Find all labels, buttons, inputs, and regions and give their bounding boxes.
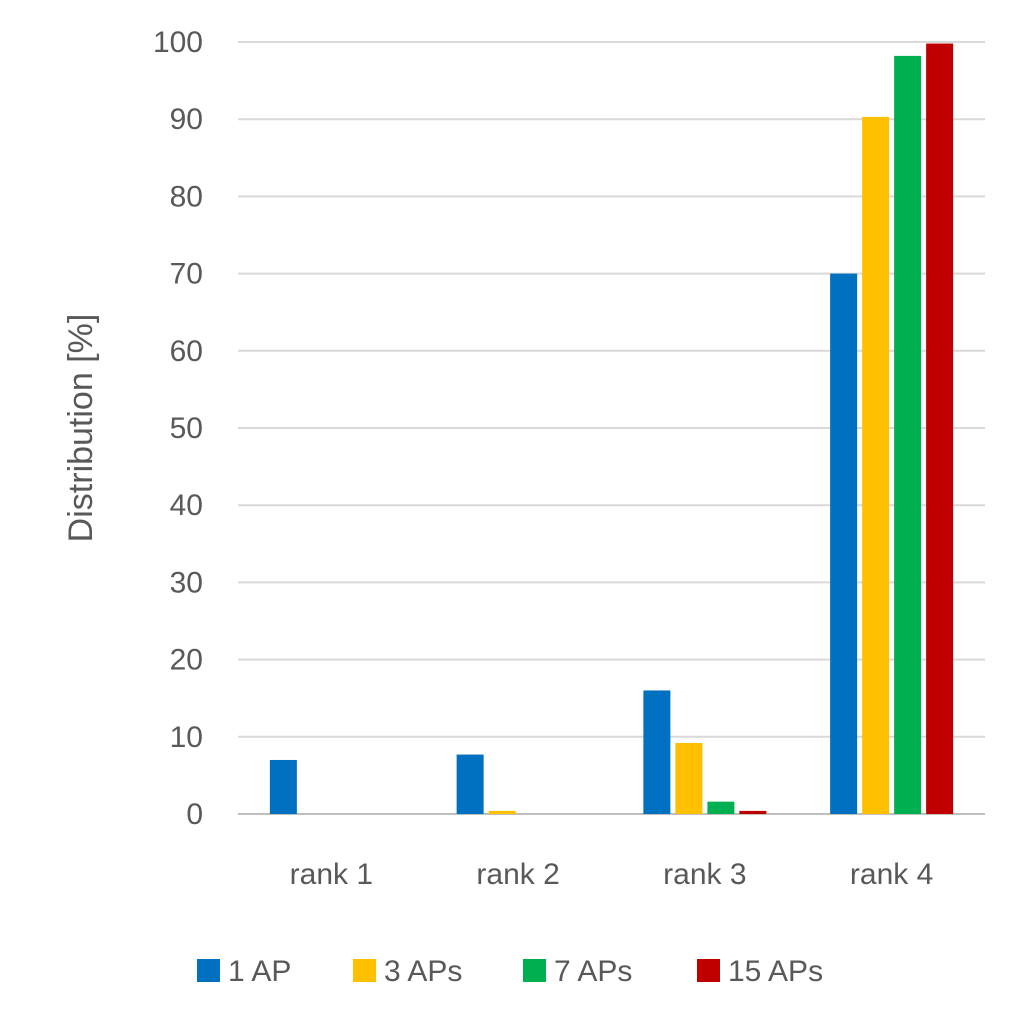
x-axis-ticks: rank 1 rank 2 rank 3 rank 4 <box>290 858 934 891</box>
y-axis-ticks: 0 10 20 30 40 50 60 70 80 90 100 <box>153 26 203 831</box>
legend-swatch <box>697 959 720 982</box>
bar-15-aps-rank-3 <box>739 810 767 814</box>
legend-swatch <box>523 959 546 982</box>
y-tick-label: 10 <box>170 721 203 754</box>
x-tick-label: rank 2 <box>476 858 559 891</box>
y-tick-label: 70 <box>170 258 203 291</box>
bar-1-ap-rank-4 <box>830 273 858 815</box>
y-tick-label: 80 <box>170 180 203 213</box>
x-tick-label: rank 4 <box>850 858 933 891</box>
bar-7-aps-rank-4 <box>894 55 922 815</box>
y-tick-label: 90 <box>170 103 203 136</box>
legend: 1 AP 3 APs 7 APs 15 APs <box>197 955 823 988</box>
bar-3-aps-rank-2 <box>488 810 516 814</box>
y-tick-label: 100 <box>153 26 203 59</box>
legend-label: 7 APs <box>554 955 632 988</box>
x-tick-label: rank 3 <box>663 858 746 891</box>
legend-swatch <box>353 959 376 982</box>
bar-1-ap-rank-3 <box>643 690 671 814</box>
y-tick-label: 30 <box>170 566 203 599</box>
legend-swatch <box>197 959 220 982</box>
y-tick-label: 20 <box>170 644 203 677</box>
bar-7-aps-rank-3 <box>707 801 735 814</box>
bar-1-ap-rank-1 <box>269 759 297 814</box>
legend-label: 1 AP <box>228 955 291 988</box>
bar-3-aps-rank-3 <box>675 742 703 814</box>
bars <box>269 43 954 815</box>
bar-15-aps-rank-4 <box>926 43 954 814</box>
x-tick-label: rank 1 <box>290 858 373 891</box>
legend-label: 3 APs <box>384 955 462 988</box>
bar-3-aps-rank-4 <box>862 116 890 814</box>
gridlines <box>238 41 985 815</box>
y-tick-label: 60 <box>170 335 203 368</box>
y-tick-label: 50 <box>170 412 203 445</box>
y-tick-label: 40 <box>170 489 203 522</box>
y-tick-label: 0 <box>186 798 203 831</box>
bar-1-ap-rank-2 <box>456 754 484 814</box>
legend-label: 15 APs <box>728 955 823 988</box>
y-axis-title: Distribution [%] <box>62 314 100 543</box>
